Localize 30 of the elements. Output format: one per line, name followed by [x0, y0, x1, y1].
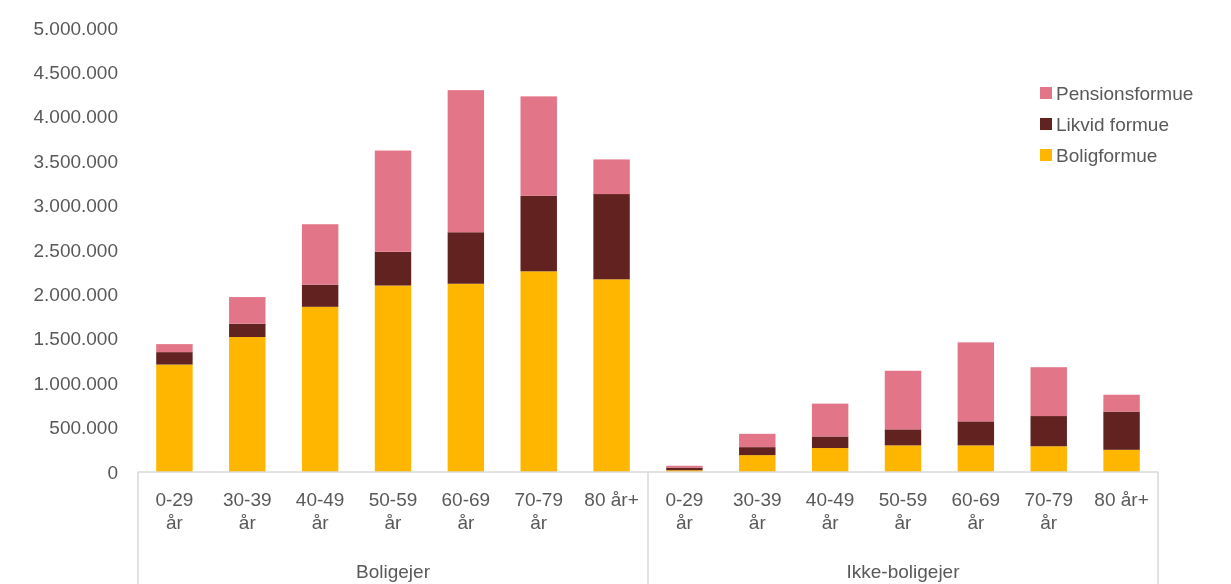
y-tick-label: 2.000.000: [33, 284, 118, 306]
x-tick-label: 50-59 år: [368, 489, 418, 533]
y-tick-label: 1.000.000: [33, 372, 118, 394]
text: Boligejer: [356, 561, 431, 582]
x-tick-label: 0-29 år: [155, 489, 194, 533]
x-tick-label: 80 år+: [584, 489, 639, 510]
text: Ikke-boligejer: [846, 561, 961, 582]
x-tick-label: 70-79 år: [1024, 489, 1074, 533]
legend-label: Likvid formue: [1056, 113, 1169, 135]
y-tick-label: 2.500.000: [33, 239, 118, 261]
x-tick-label: 30-39 år: [732, 489, 782, 533]
legend-label: Pensionsformue: [1056, 82, 1194, 104]
y-tick-label: 5.000.000: [33, 17, 118, 39]
legend-label: Boligformue: [1056, 144, 1158, 166]
y-tick-label: 0: [107, 461, 118, 483]
x-tick-label: 30-39 år: [222, 489, 272, 533]
x-tick-label: 80 år+: [1094, 489, 1149, 510]
y-tick-label: 1.500.000: [33, 328, 118, 350]
x-tick-label: 40-49 år: [295, 489, 345, 533]
x-tick-label: 0-29 år: [665, 489, 704, 533]
x-tick-label: 60-69 år: [951, 489, 1001, 533]
y-tick-label: 4.000.000: [33, 106, 118, 128]
y-tick-label: 3.500.000: [33, 150, 118, 172]
x-tick-label: 70-79 år: [514, 489, 564, 533]
y-tick-label: 500.000: [49, 417, 118, 439]
x-tick-label: 40-49 år: [805, 489, 855, 533]
x-tick-label: 50-59 år: [878, 489, 928, 533]
y-tick-label: 4.500.000: [33, 62, 118, 84]
x-tick-label: 60-69 år: [441, 489, 491, 533]
y-tick-label: 3.000.000: [33, 195, 118, 217]
